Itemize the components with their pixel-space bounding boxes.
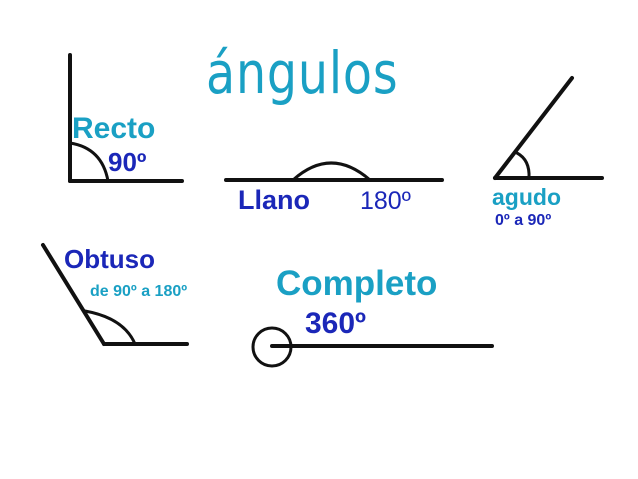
full-angle-measure: 360º [305, 307, 367, 340]
acute-angle-name: agudo [492, 184, 561, 210]
right-angle-arc [68, 141, 110, 183]
obtuse-angle-slanted-ray [41, 243, 106, 346]
full-angle-circle [251, 326, 293, 368]
obtuse-angle-arc [83, 309, 137, 346]
acute-angle-slanted-ray [493, 76, 574, 180]
acute-angle-arc [515, 151, 531, 180]
full-angle-drawing [251, 326, 494, 368]
straight-angle-measure: 180º [360, 187, 411, 215]
acute-angle-range: 0º a 90º [495, 212, 552, 229]
obtuse-angle-range: de 90º a 180º [90, 283, 188, 300]
straight-angle-name: Llano [238, 185, 310, 215]
straight-angle-drawing [224, 161, 444, 182]
right-angle-drawing [68, 53, 184, 183]
full-angle-name: Completo [276, 264, 438, 303]
obtuse-angle-name: Obtuso [64, 244, 155, 274]
right-angle-name: Recto [72, 112, 156, 145]
straight-angle-arc [291, 161, 372, 182]
obtuse-angle-drawing [41, 243, 189, 346]
acute-angle-drawing [493, 76, 604, 180]
right-angle-measure: 90º [108, 147, 147, 177]
page-title: ángulos [206, 39, 399, 107]
